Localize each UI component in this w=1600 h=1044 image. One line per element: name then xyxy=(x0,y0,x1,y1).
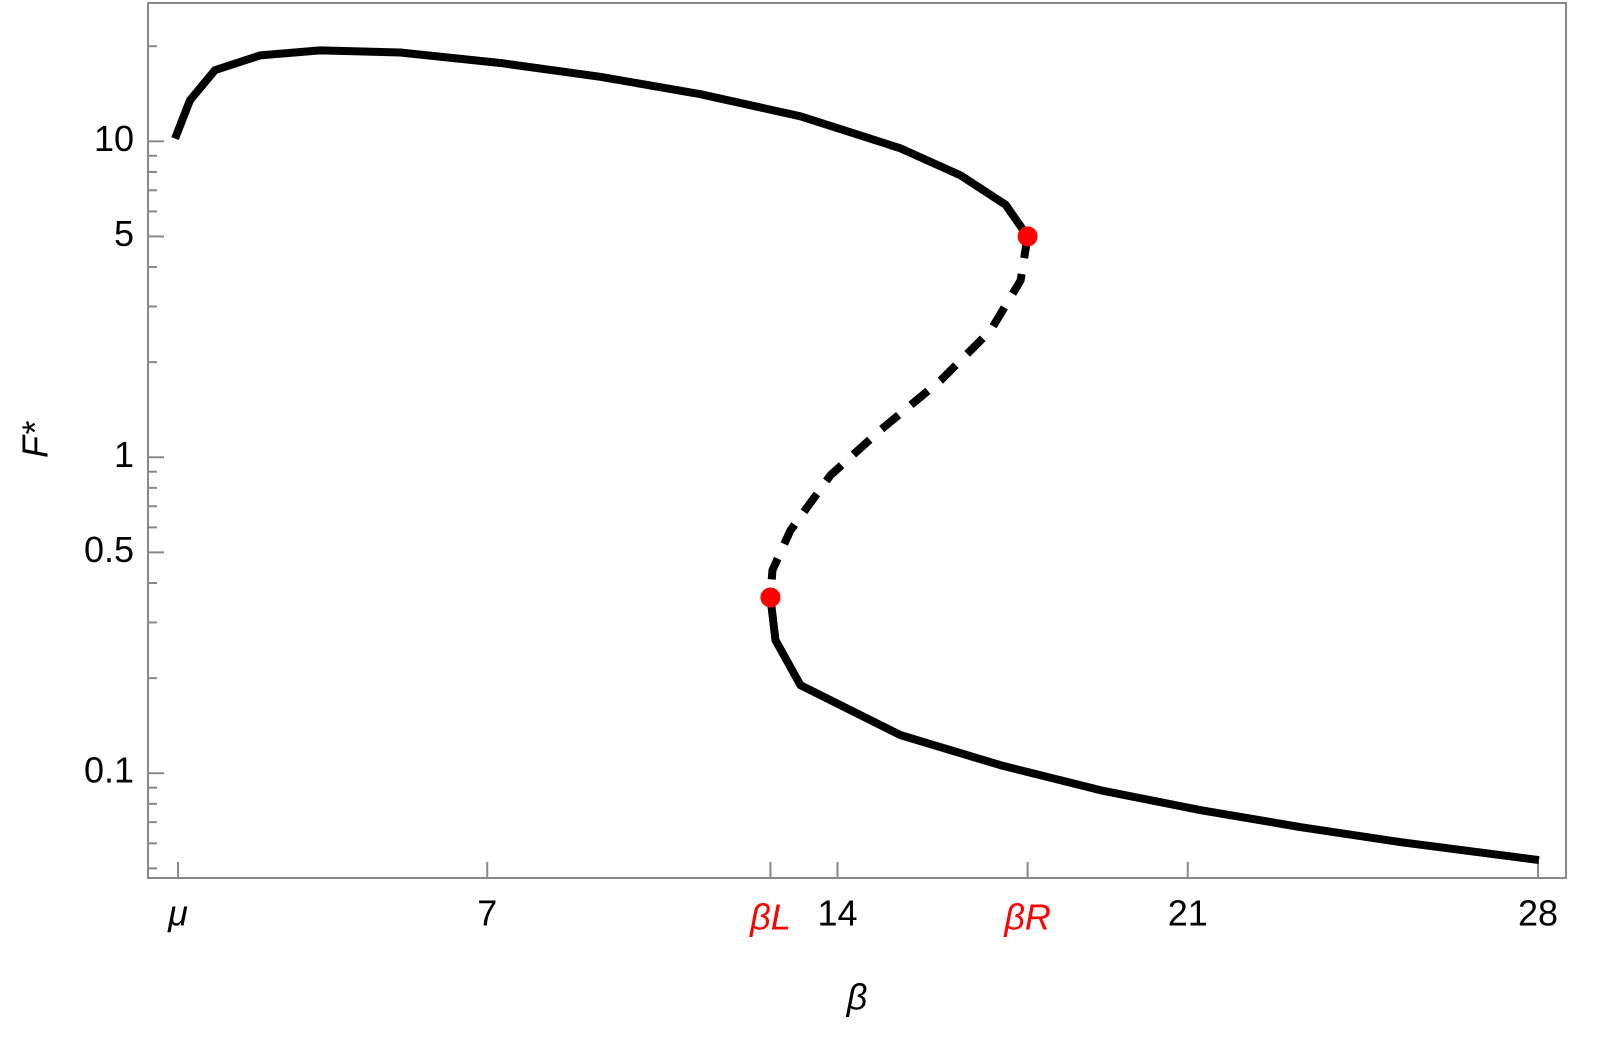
critical-label: βR xyxy=(1003,897,1051,938)
y-tick-label: 10 xyxy=(94,118,134,159)
y-tick-label: 0.1 xyxy=(84,750,134,791)
critical-label: βL xyxy=(749,897,791,938)
y-tick-label: 0.5 xyxy=(84,529,134,570)
line-series xyxy=(171,46,1031,239)
x-tick-label: 14 xyxy=(817,893,857,934)
x-tick-label: 7 xyxy=(477,893,497,934)
critical-point xyxy=(760,587,781,608)
x-tick-label: μ xyxy=(167,893,188,934)
line-series xyxy=(766,596,1540,865)
critical-point xyxy=(1017,226,1038,247)
y-tick-label: 1 xyxy=(114,434,134,475)
x-axis-label: β xyxy=(846,977,868,1018)
x-tick-label: 21 xyxy=(1168,893,1208,934)
x-tick-label: 28 xyxy=(1518,893,1558,934)
y-tick-label: 5 xyxy=(114,213,134,254)
line-series xyxy=(766,235,1032,598)
y-axis-label: F* xyxy=(15,421,56,458)
plot-frame xyxy=(147,2,1567,879)
